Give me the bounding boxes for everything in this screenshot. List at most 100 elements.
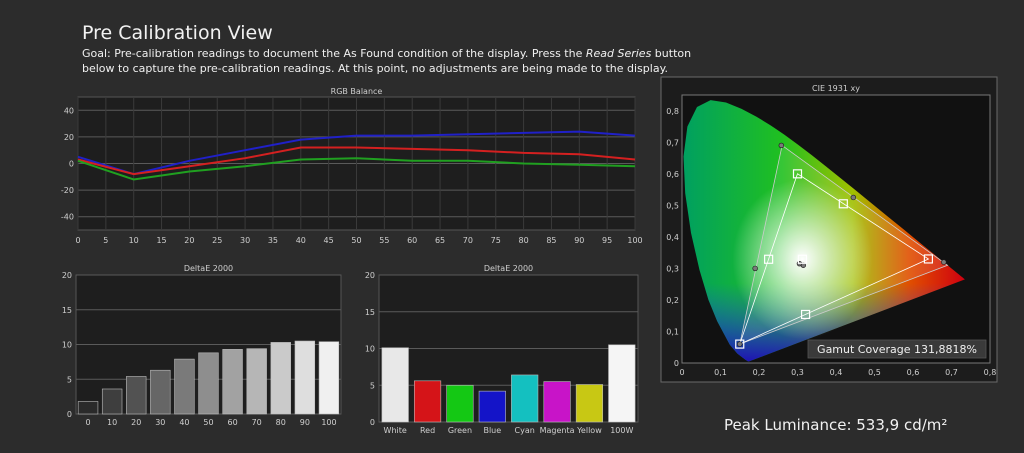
rgb-x-tick: 45 <box>324 236 334 245</box>
cie-x-tick: 0,3 <box>791 368 804 377</box>
cie-x-tick: 0,7 <box>945 368 958 377</box>
cie-chart-title: CIE 1931 xy <box>812 84 860 93</box>
rgb-series-line-0 <box>77 130 636 176</box>
rgb-x-tick: 100 <box>627 236 642 245</box>
rgb-y-tick: -40 <box>61 213 74 222</box>
deltae-color-y-tick: 20 <box>365 271 375 280</box>
deltae-gray-x-tick: 10 <box>107 418 117 427</box>
cie-y-tick: 0,6 <box>666 170 679 179</box>
rgb-y-tick: -20 <box>61 186 74 195</box>
deltae-color-y-tick: 0 <box>370 418 375 427</box>
goal-text-after: button below to capture the pre-calibrat… <box>82 47 692 75</box>
deltae-colors-chart: DeltaE 2000 20 15 10 5 0 White Red Green Blue Cyan… <box>365 264 639 435</box>
rgb-y-tick: 40 <box>64 106 74 115</box>
cie-x-tick: 0,5 <box>868 368 881 377</box>
cie-y-tick: 0,4 <box>666 233 679 242</box>
goal-text-emphasis: Read Series <box>585 47 652 60</box>
cie-y-tick: 0,7 <box>666 138 679 147</box>
gamut-coverage-label: Gamut Coverage 131,8818% <box>817 343 977 356</box>
rgb-x-tick: 40 <box>296 236 306 245</box>
cie-measured-triangle <box>739 144 949 345</box>
deltae-gray-bar <box>126 376 147 415</box>
deltae-gray-x-tick: 70 <box>252 418 262 427</box>
deltae-color-x-tick: Blue <box>483 426 501 435</box>
deltae-gray-bar <box>77 401 99 415</box>
goal-text-before: Goal: Pre-calibration readings to docume… <box>82 47 586 60</box>
deltae-gray-x-tick: 40 <box>179 418 189 427</box>
deltae-gray-bar <box>294 340 316 415</box>
deltae-color-x-tick: Green <box>448 426 472 435</box>
deltae-color-bar <box>413 380 442 423</box>
rgb-chart-title: RGB Balance <box>331 87 383 96</box>
cie-x-tick: 0,1 <box>714 368 727 377</box>
rgb-x-tick: 70 <box>463 236 473 245</box>
cie-chart: CIE 1931 xy 0 0,1 0,2 0,3 0,4 0,5 0,6 0,7 0,8 0,8 0… <box>660 76 998 383</box>
deltae-gray-bar <box>150 369 171 415</box>
cie-y-tick: 0,5 <box>666 201 679 210</box>
deltae-color-x-tick: Red <box>420 426 435 435</box>
rgb-x-tick: 0 <box>75 236 80 245</box>
deltae-color-x-tick: Cyan <box>515 426 535 435</box>
rgb-x-tick: 80 <box>519 236 529 245</box>
deltae-gray-x-tick: 50 <box>203 418 213 427</box>
deltae-gray-bar <box>198 352 219 415</box>
deltae-color-x-tick: White <box>384 426 407 435</box>
rgb-x-tick: 85 <box>546 236 556 245</box>
cie-measured-point <box>778 142 785 149</box>
deltae-gray-bar <box>270 342 291 415</box>
deltae-color-bar <box>543 381 571 423</box>
cie-y-tick: 0 <box>674 359 679 368</box>
deltae-color-x-tick: 100W <box>610 426 633 435</box>
deltae-color-bar <box>381 347 409 423</box>
cie-y-tick: 0,2 <box>666 296 679 305</box>
cie-target-square <box>838 199 848 209</box>
deltae-gray-bar <box>318 341 340 415</box>
rgb-x-tick: 55 <box>379 236 389 245</box>
goal-text: Goal: Pre-calibration readings to docume… <box>82 46 722 76</box>
cie-target-triangle <box>739 173 930 345</box>
gamut-coverage-box <box>807 339 987 359</box>
rgb-x-tick: 95 <box>602 236 612 245</box>
rgb-y-tick: 20 <box>64 133 74 142</box>
deltae-gray-bar <box>222 349 243 415</box>
cie-measured-point <box>850 194 857 201</box>
cie-y-tick: 0,3 <box>666 264 679 273</box>
rgb-x-tick: 65 <box>435 236 445 245</box>
deltae-gray-x-tick: 30 <box>155 418 165 427</box>
rgb-x-tick: 50 <box>351 236 361 245</box>
deltae-gray-bar <box>246 348 267 415</box>
deltae-color-bar <box>575 384 604 423</box>
cie-target-square <box>735 339 745 349</box>
rgb-x-tick: 20 <box>184 236 194 245</box>
deltae-color-bar <box>608 344 636 423</box>
rgb-x-tick: 75 <box>491 236 501 245</box>
rgb-x-tick: 30 <box>240 236 250 245</box>
deltae-color-chart-title: DeltaE 2000 <box>484 264 533 273</box>
deltae-gray-x-tick: 0 <box>85 418 90 427</box>
deltae-gray-y-tick: 10 <box>62 341 72 350</box>
deltae-gray-x-tick: 90 <box>300 418 310 427</box>
rgb-y-tick: 0 <box>69 160 74 169</box>
deltae-color-y-tick: 10 <box>365 345 375 354</box>
deltae-gray-chart-title: DeltaE 2000 <box>184 264 233 273</box>
cie-measured-point <box>941 259 947 265</box>
cie-measured-point <box>752 265 758 272</box>
rgb-x-tick: 10 <box>129 236 139 245</box>
cie-x-tick: 0,6 <box>907 368 920 377</box>
rgb-x-tick: 5 <box>103 236 108 245</box>
cie-target-square <box>797 254 807 264</box>
cie-target-square <box>792 169 803 179</box>
cie-target-square <box>800 309 811 320</box>
deltae-gray-bar <box>174 358 195 415</box>
cie-x-tick: 0,8 <box>984 368 997 377</box>
cie-target-square <box>764 254 774 264</box>
rgb-x-tick: 60 <box>407 236 417 245</box>
deltae-gray-y-tick: 5 <box>67 375 72 384</box>
deltae-color-y-tick: 15 <box>365 308 375 317</box>
cie-y-tick: 0,8 <box>666 107 679 116</box>
rgb-balance-chart: RGB Balance 40 20 0 -20 -40 0 5 10 15 20 25 30 35 40 45… <box>61 87 643 245</box>
deltae-gray-bar <box>101 388 123 415</box>
deltae-gray-x-tick: 20 <box>131 418 141 427</box>
deltae-gray-x-tick: 60 <box>227 418 237 427</box>
